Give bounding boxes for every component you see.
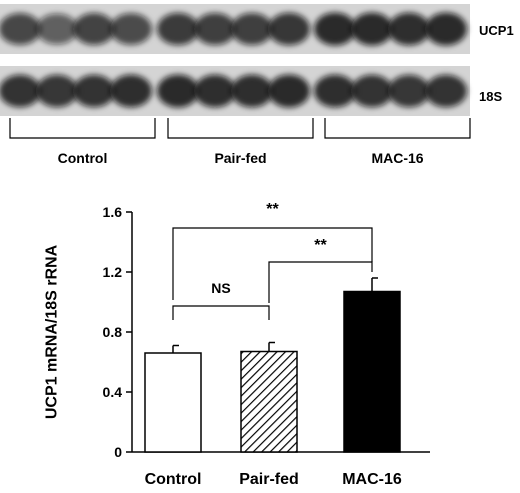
y-axis: 0 0.4 0.8 1.2 1.6 xyxy=(103,204,133,460)
blot-group-label-mac-16: MAC-16 xyxy=(371,150,424,166)
x-tick-label-mac-16: MAC-16 xyxy=(342,471,402,488)
blot-band-18s-lane-5 xyxy=(157,74,199,108)
blot-band-ucp1-lane-8 xyxy=(268,12,310,46)
blot-band-18s-lane-11 xyxy=(388,74,430,108)
bar-chart: 0 0.4 0.8 1.2 1.6 UCP1 mRNA/18S rRNA Control… xyxy=(44,201,430,488)
y-axis-title: UCP1 mRNA/18S rRNA xyxy=(44,244,61,419)
blot-band-18s-lane-2 xyxy=(36,74,78,108)
blot-band-18s-lane-1 xyxy=(0,74,41,108)
y-tick-label: 0.8 xyxy=(103,324,123,340)
blot-band-18s-lane-7 xyxy=(231,74,273,108)
18s-band-label: 18S xyxy=(479,89,503,104)
blot-band-ucp1-lane-7 xyxy=(231,12,273,46)
ucp1-band-label: UCP1 xyxy=(479,23,514,38)
bracket-mac-16 xyxy=(324,118,471,139)
bracket-pair-fed xyxy=(167,118,314,139)
x-tick-label-control: Control xyxy=(145,471,202,488)
y-tick-label: 1.2 xyxy=(103,264,123,280)
bar-mac-16 xyxy=(343,290,401,453)
blot-band-ucp1-lane-6 xyxy=(194,12,236,46)
blot-band-18s-lane-6 xyxy=(194,74,236,108)
significance-bracket xyxy=(268,261,373,303)
y-tick-label: 0 xyxy=(114,444,122,460)
blot-band-ucp1-lane-11 xyxy=(388,12,430,46)
blot-group-label-control: Control xyxy=(57,150,108,166)
blot-band-ucp1-lane-3 xyxy=(73,13,115,45)
y-tick-label: 0.4 xyxy=(103,384,123,400)
blot-band-18s-lane-10 xyxy=(351,74,393,108)
northern-blot xyxy=(0,4,471,139)
significance-bracket xyxy=(172,227,373,300)
significance-label: NS xyxy=(211,280,230,296)
x-tick-label-pair-fed: Pair-fed xyxy=(239,471,299,488)
blot-group-label-pair-fed: Pair-fed xyxy=(214,150,267,166)
blot-band-ucp1-lane-2 xyxy=(36,13,78,45)
blot-band-18s-lane-3 xyxy=(73,74,115,108)
blot-band-ucp1-lane-5 xyxy=(157,12,199,46)
blot-band-18s-lane-8 xyxy=(268,74,310,108)
blot-band-18s-lane-9 xyxy=(314,74,356,108)
significance-label: ** xyxy=(314,237,327,254)
blot-band-ucp1-lane-4 xyxy=(110,13,152,45)
y-tick-label: 1.6 xyxy=(103,204,123,220)
bar-control xyxy=(144,352,202,453)
significance-bracket xyxy=(172,305,270,320)
blot-band-18s-lane-4 xyxy=(110,74,152,108)
blot-band-ucp1-lane-9 xyxy=(314,12,356,46)
bar-pair-fed xyxy=(240,350,298,453)
blot-band-ucp1-lane-12 xyxy=(425,12,467,46)
blot-band-18s-lane-12 xyxy=(425,74,467,108)
blot-band-ucp1-lane-10 xyxy=(351,12,393,46)
significance-label: ** xyxy=(266,201,279,218)
blot-band-ucp1-lane-1 xyxy=(0,13,41,45)
bracket-control xyxy=(9,118,156,139)
